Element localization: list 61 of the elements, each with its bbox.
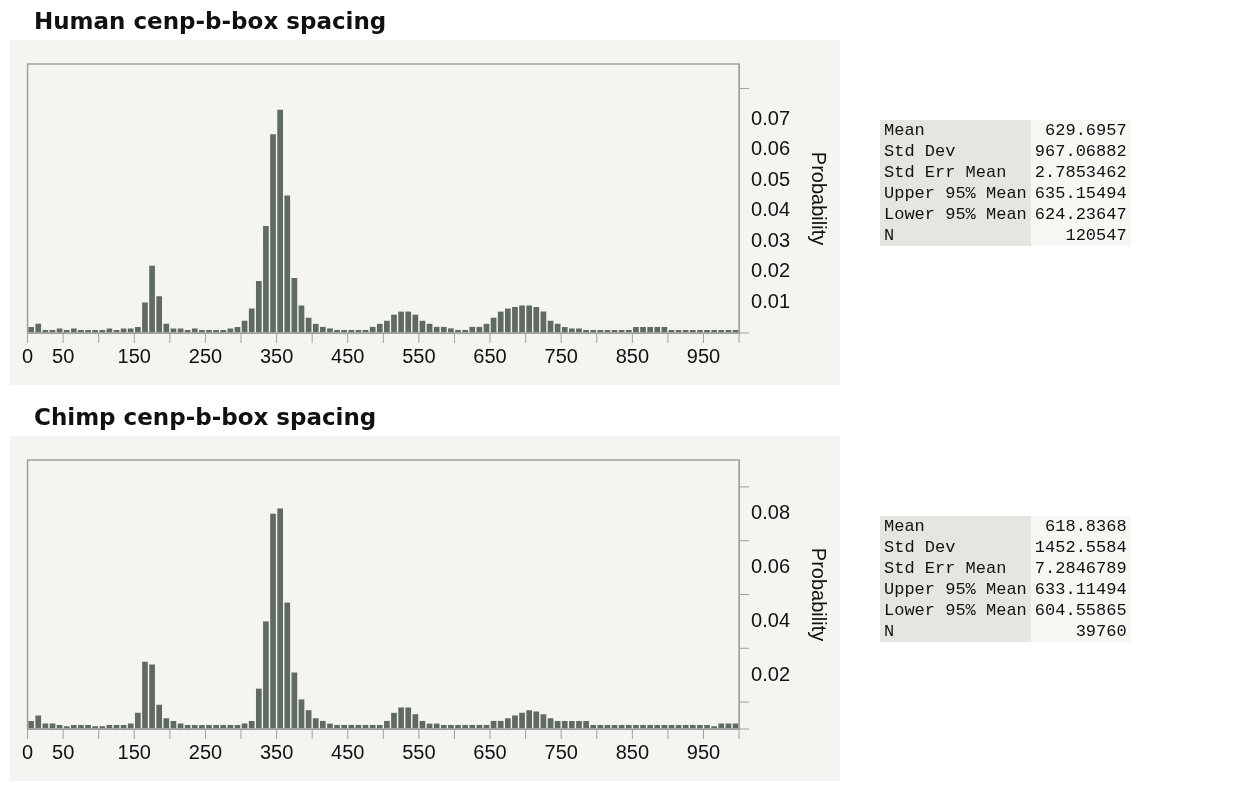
x-tick-label: 750 [544,344,578,367]
y-tick-label: 0.04 [751,198,791,221]
data-label: 1452.5584 [1030,537,1131,558]
y-tick-label: 0.01 [751,289,791,312]
category-label: Mean [880,516,1031,537]
data-label: 2.7853462 [1030,162,1131,183]
x-tick-label: 0 [22,344,34,367]
category-label: N [880,621,1031,642]
chart-title: Chimp cenp-b-box spacing [34,404,378,432]
data-label: 629.6957 [1030,120,1131,141]
x-tick-label: 950 [686,344,721,367]
x-tick-label: 250 [188,344,223,367]
chart-title: Human cenp-b-box spacing [34,8,388,36]
data-label: 618.8368 [1030,516,1131,537]
category-label: Lower 95% Mean [880,600,1031,621]
y-tick-label: 0.06 [751,137,791,160]
x-tick-label: 750 [544,740,578,763]
category-label: Std Dev [880,537,1031,558]
x-tick-label: 650 [473,344,507,367]
x-tick-label: 850 [615,344,650,367]
y-tick-label: 0.02 [751,259,791,282]
category-label: Mean [880,120,1031,141]
category-label: Std Err Mean [880,558,1031,579]
category-label: N [880,225,1031,246]
category-label: Lower 95% Mean [880,204,1031,225]
x-tick-label: 550 [402,740,436,763]
y-tick-label: 0.04 [751,608,791,631]
x-tick-label: 50 [52,740,75,763]
x-tick-label: 150 [117,740,151,763]
data-label: 633.11494 [1030,579,1131,600]
category-label: Std Dev [880,141,1031,162]
data-label: 967.06882 [1030,141,1131,162]
y-tick-label: 0.03 [751,228,791,251]
y-tick-label: 0.08 [751,501,791,524]
y-axis-title: Probability [808,547,831,642]
y-tick-label: 0.02 [751,662,791,685]
data-label: 120547 [1030,225,1131,246]
y-axis-title: Probability [808,151,831,246]
x-tick-label: 950 [686,740,721,763]
data-label: 39760 [1030,621,1131,642]
data-label: 635.15494 [1030,183,1131,204]
x-tick-label: 250 [188,740,223,763]
x-tick-label: 350 [259,740,294,763]
category-label: Upper 95% Mean [880,579,1031,600]
y-tick-label: 0.06 [751,555,791,578]
x-tick-label: 450 [331,740,365,763]
x-tick-label: 850 [615,740,650,763]
data-label: 624.23647 [1030,204,1131,225]
y-tick-label: 0.05 [751,167,791,190]
x-tick-label: 50 [52,344,75,367]
x-tick-label: 150 [117,344,151,367]
y-tick-label: 0.07 [751,106,791,129]
data-label: 604.55865 [1030,600,1131,621]
x-tick-label: 550 [402,344,436,367]
category-label: Upper 95% Mean [880,183,1031,204]
x-tick-label: 650 [473,740,507,763]
x-tick-label: 350 [259,344,294,367]
data-label: 7.2846789 [1030,558,1131,579]
category-label: Std Err Mean [880,162,1031,183]
x-tick-label: 450 [331,344,365,367]
x-tick-label: 0 [22,740,34,763]
